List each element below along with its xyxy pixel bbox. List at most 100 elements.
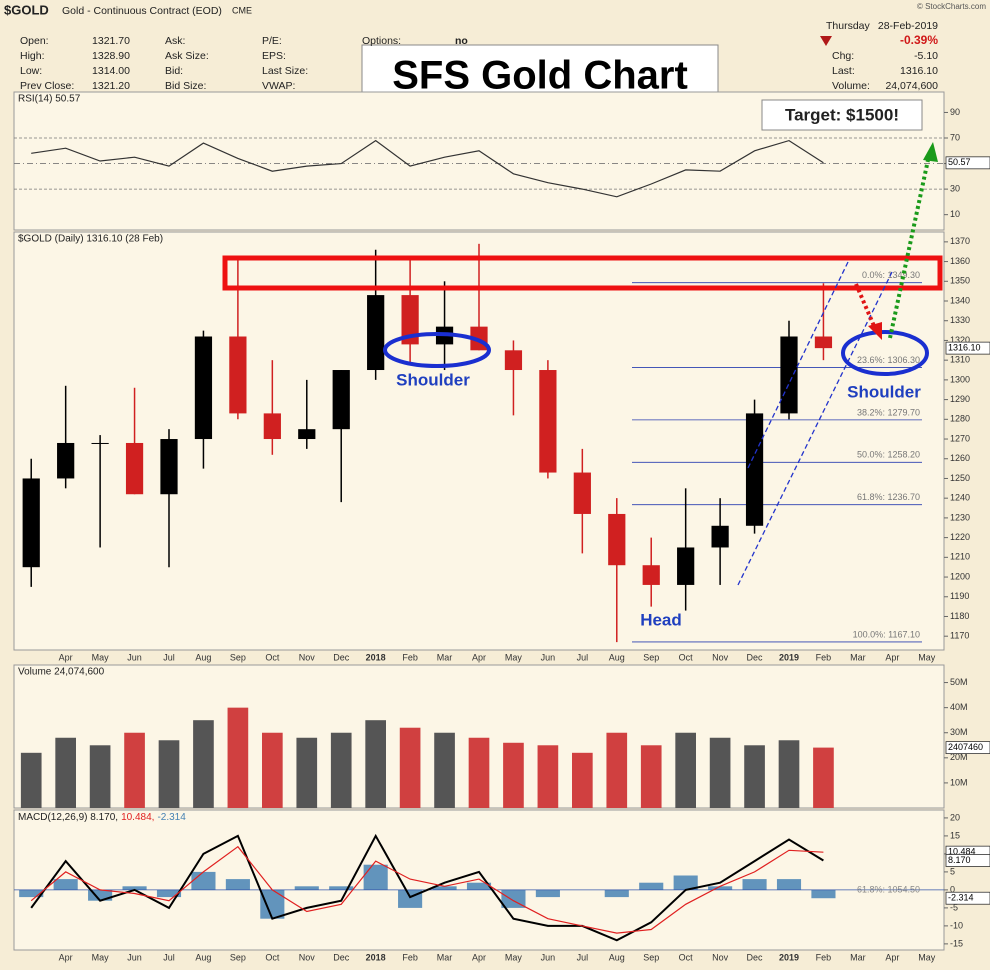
x-tick-label: Aug [195,952,211,962]
candle-body [780,336,798,414]
change-pct: -0.39% [900,33,938,47]
left-shoulder-ring [383,332,491,368]
field-label: P/E: [262,35,282,47]
y-tick-label: 90 [950,107,960,117]
volume-bar [55,737,76,808]
panel [13,809,945,951]
banner: SFS Gold Chart [392,54,688,98]
candle-body [711,525,729,548]
x-tick-label: Jun [541,952,556,962]
candle-body [814,336,833,349]
x-tick-label: Mar [850,652,866,662]
red-arrow-shaft [854,283,876,327]
y-tick-label: 1320 [950,335,970,345]
x-tick-label: 2019 [779,952,799,962]
x-tick-label: 2018 [366,952,386,962]
candle-body [367,295,385,371]
fib-label: 61.8%: 1236.70 [857,492,920,502]
x-tick-label: Nov [712,952,729,962]
x-tick-label: Mar [850,952,866,962]
x-tick-label: Mar [437,952,453,962]
series-line [30,833,824,942]
badge-label: 50.57 [948,157,971,167]
field-value: 1328.90 [92,50,130,62]
panel-title: $GOLD (Daily) 1316.10 (28 Feb) [18,234,163,245]
y-tick-label: 15 [950,830,960,840]
histogram-bar [53,879,78,890]
volume-bar [365,720,386,808]
volume-bar [227,707,249,808]
x-tick-label: Apr [885,952,899,962]
x-tick-label: May [918,652,936,662]
candle-body [642,565,660,585]
x-tick-label: Oct [679,952,694,962]
histogram-bar [294,886,319,890]
y-tick-label: 1360 [950,256,970,266]
candle-body [401,295,419,345]
volume-bar [434,732,455,808]
candle-body [125,442,144,495]
histogram-bar [19,889,44,898]
rsi-line [31,139,824,198]
badge-label: 10.484 [948,847,976,857]
candle-body [298,429,316,440]
value-badge [945,741,990,755]
channel-upper [747,261,849,469]
x-tick-label: Jul [163,652,175,662]
exchange: CME [232,5,252,15]
field-label: Low: [20,65,42,77]
y-tick-label: 1230 [950,512,970,522]
volume-bar [193,720,214,808]
y-tick-label: 20 [950,812,960,822]
histogram-bar [742,879,767,890]
y-tick-label: -10 [950,920,963,930]
drawings: Target: $1500! [222,99,943,586]
histogram-bar [639,882,664,890]
right-shoulder-ring [841,330,929,376]
y-tick-label: -15 [950,938,963,948]
x-tick-label: Oct [265,652,280,662]
x-tick-label: 2019 [779,652,799,662]
y-tick-label: 1260 [950,453,970,463]
x-tick-label: Dec [747,952,764,962]
annotation: Shoulder [396,370,470,389]
x-tick-label: Jul [577,952,589,962]
field-value: 1314.00 [92,65,130,77]
series-line [30,845,824,934]
volume-bar [778,740,800,808]
volume-bar [503,742,524,808]
resistance-box [222,255,943,291]
y-tick-label: 1340 [950,295,970,305]
candle-body [539,370,557,473]
title-part: MACD(12,26,9) 8.170, [18,812,118,823]
field-label: Volume: [832,80,870,92]
histogram-bar [191,871,216,890]
field-label: Prev Close: [20,80,74,92]
candle-body [91,442,109,444]
y-tick-label: 1300 [950,374,970,384]
field-value: 1316.10 [900,65,938,77]
volume-bar [330,732,352,808]
x-tick-label: Apr [885,652,899,662]
histogram-bar [363,864,388,890]
candle-body [22,478,40,568]
panel-title: RSI(14) 50.57 [18,94,81,105]
x-tick-label: May [505,952,523,962]
histogram-bar [673,875,698,890]
x-tick-label: Apr [59,952,73,962]
x-tick-label: Jun [541,652,556,662]
x-tick-label: Aug [609,652,625,662]
x-tick-label: Sep [230,952,246,962]
y-tick-label: 1370 [950,236,970,246]
histogram-bar [708,886,733,890]
x-tick-label: Oct [679,652,694,662]
field-label: Bid Size: [165,80,206,92]
histogram-bar [156,889,182,898]
y-tick-label: 1290 [950,394,970,404]
y-tick-label: 30M [950,727,968,737]
green-arrow-shaft [888,159,930,339]
field-label: VWAP: [262,80,295,92]
y-tick-label: 30 [950,183,960,193]
field-value: 1321.70 [92,35,130,47]
y-tick-label: 50M [950,677,968,687]
